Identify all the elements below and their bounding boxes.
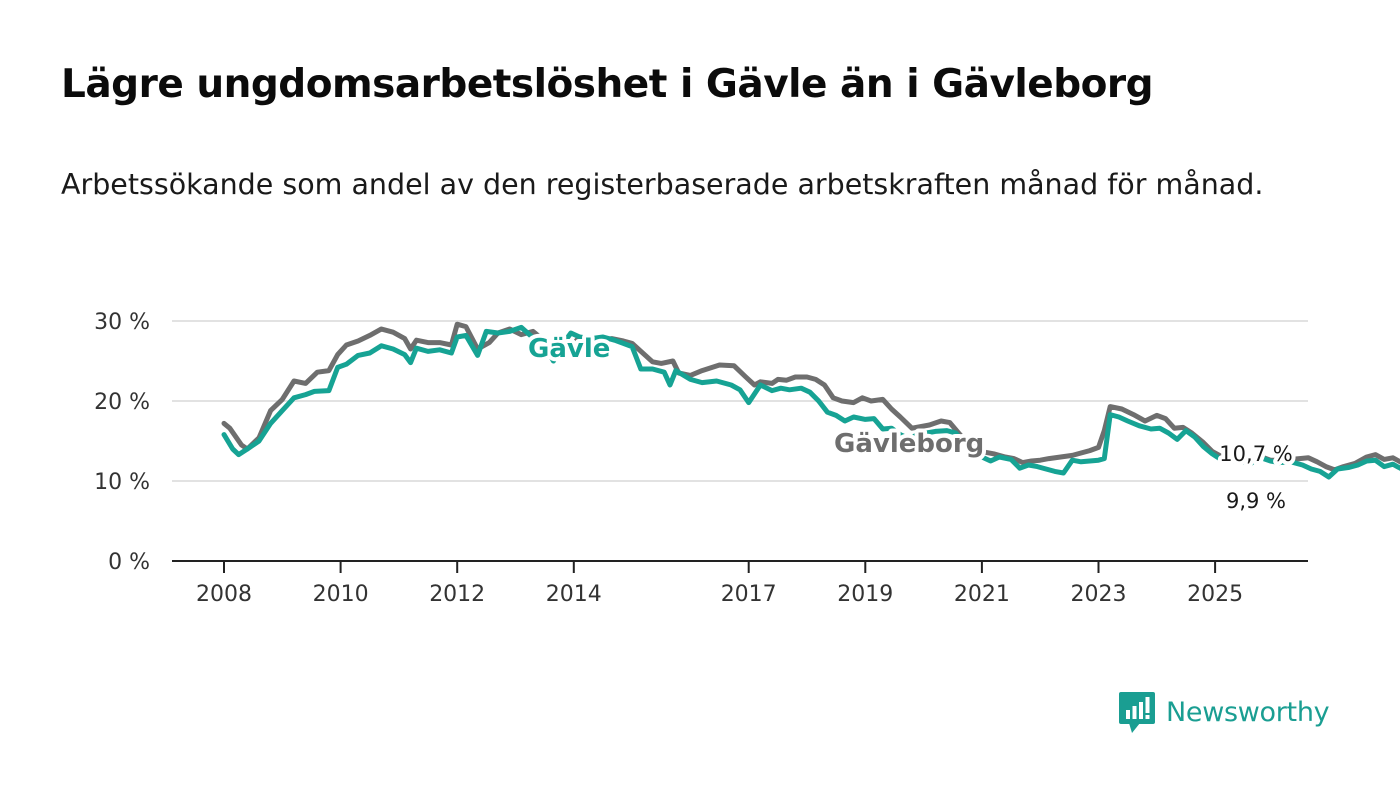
axes: 0 % 10 % 20 % 30 % 2008 2010 2012 2014 2017 2019 2… [94, 310, 1308, 607]
x-tick-label: 2023 [1071, 582, 1127, 607]
y-tick-label: 20 % [94, 390, 150, 415]
x-tick-label: 2012 [429, 582, 485, 607]
end-value-label-gavle: 9,9 % [1226, 489, 1286, 513]
chart-subtitle: Arbetssökande som andel av den registerb… [61, 168, 1264, 201]
series-line-g-vle [221, 324, 1400, 480]
x-tick-label: 2019 [837, 582, 893, 607]
series-label-gavle: Gävle [528, 334, 610, 364]
y-tick-label: 10 % [94, 470, 150, 495]
series-labels: Gävle Gävleborg 10,7 % 9,9 % [524, 330, 1297, 517]
y-tick-label: 30 % [94, 310, 150, 335]
brand-logo[interactable]: Newsworthy [1119, 690, 1330, 734]
x-tick-label: 2025 [1187, 582, 1243, 607]
x-tick-label: 2017 [721, 582, 777, 607]
brand-name: Newsworthy [1166, 696, 1330, 728]
grid-lines [172, 320, 1308, 482]
series-label-gavleborg: Gävleborg [834, 429, 984, 459]
x-tick-label: 2008 [196, 582, 252, 607]
bar-chart-speech-bubble-icon [1119, 692, 1155, 733]
x-tick-label: 2010 [313, 582, 369, 607]
x-tick-label: 2021 [954, 582, 1010, 607]
end-value-label-gavleborg: 10,7 % [1219, 442, 1292, 466]
series-line-g-vleborg [221, 321, 1400, 473]
series-lines [221, 321, 1400, 480]
x-tick-label: 2014 [546, 582, 602, 607]
chart-title: Lägre ungdomsarbetslöshet i Gävle än i G… [61, 62, 1154, 107]
y-tick-label: 0 % [108, 550, 150, 575]
